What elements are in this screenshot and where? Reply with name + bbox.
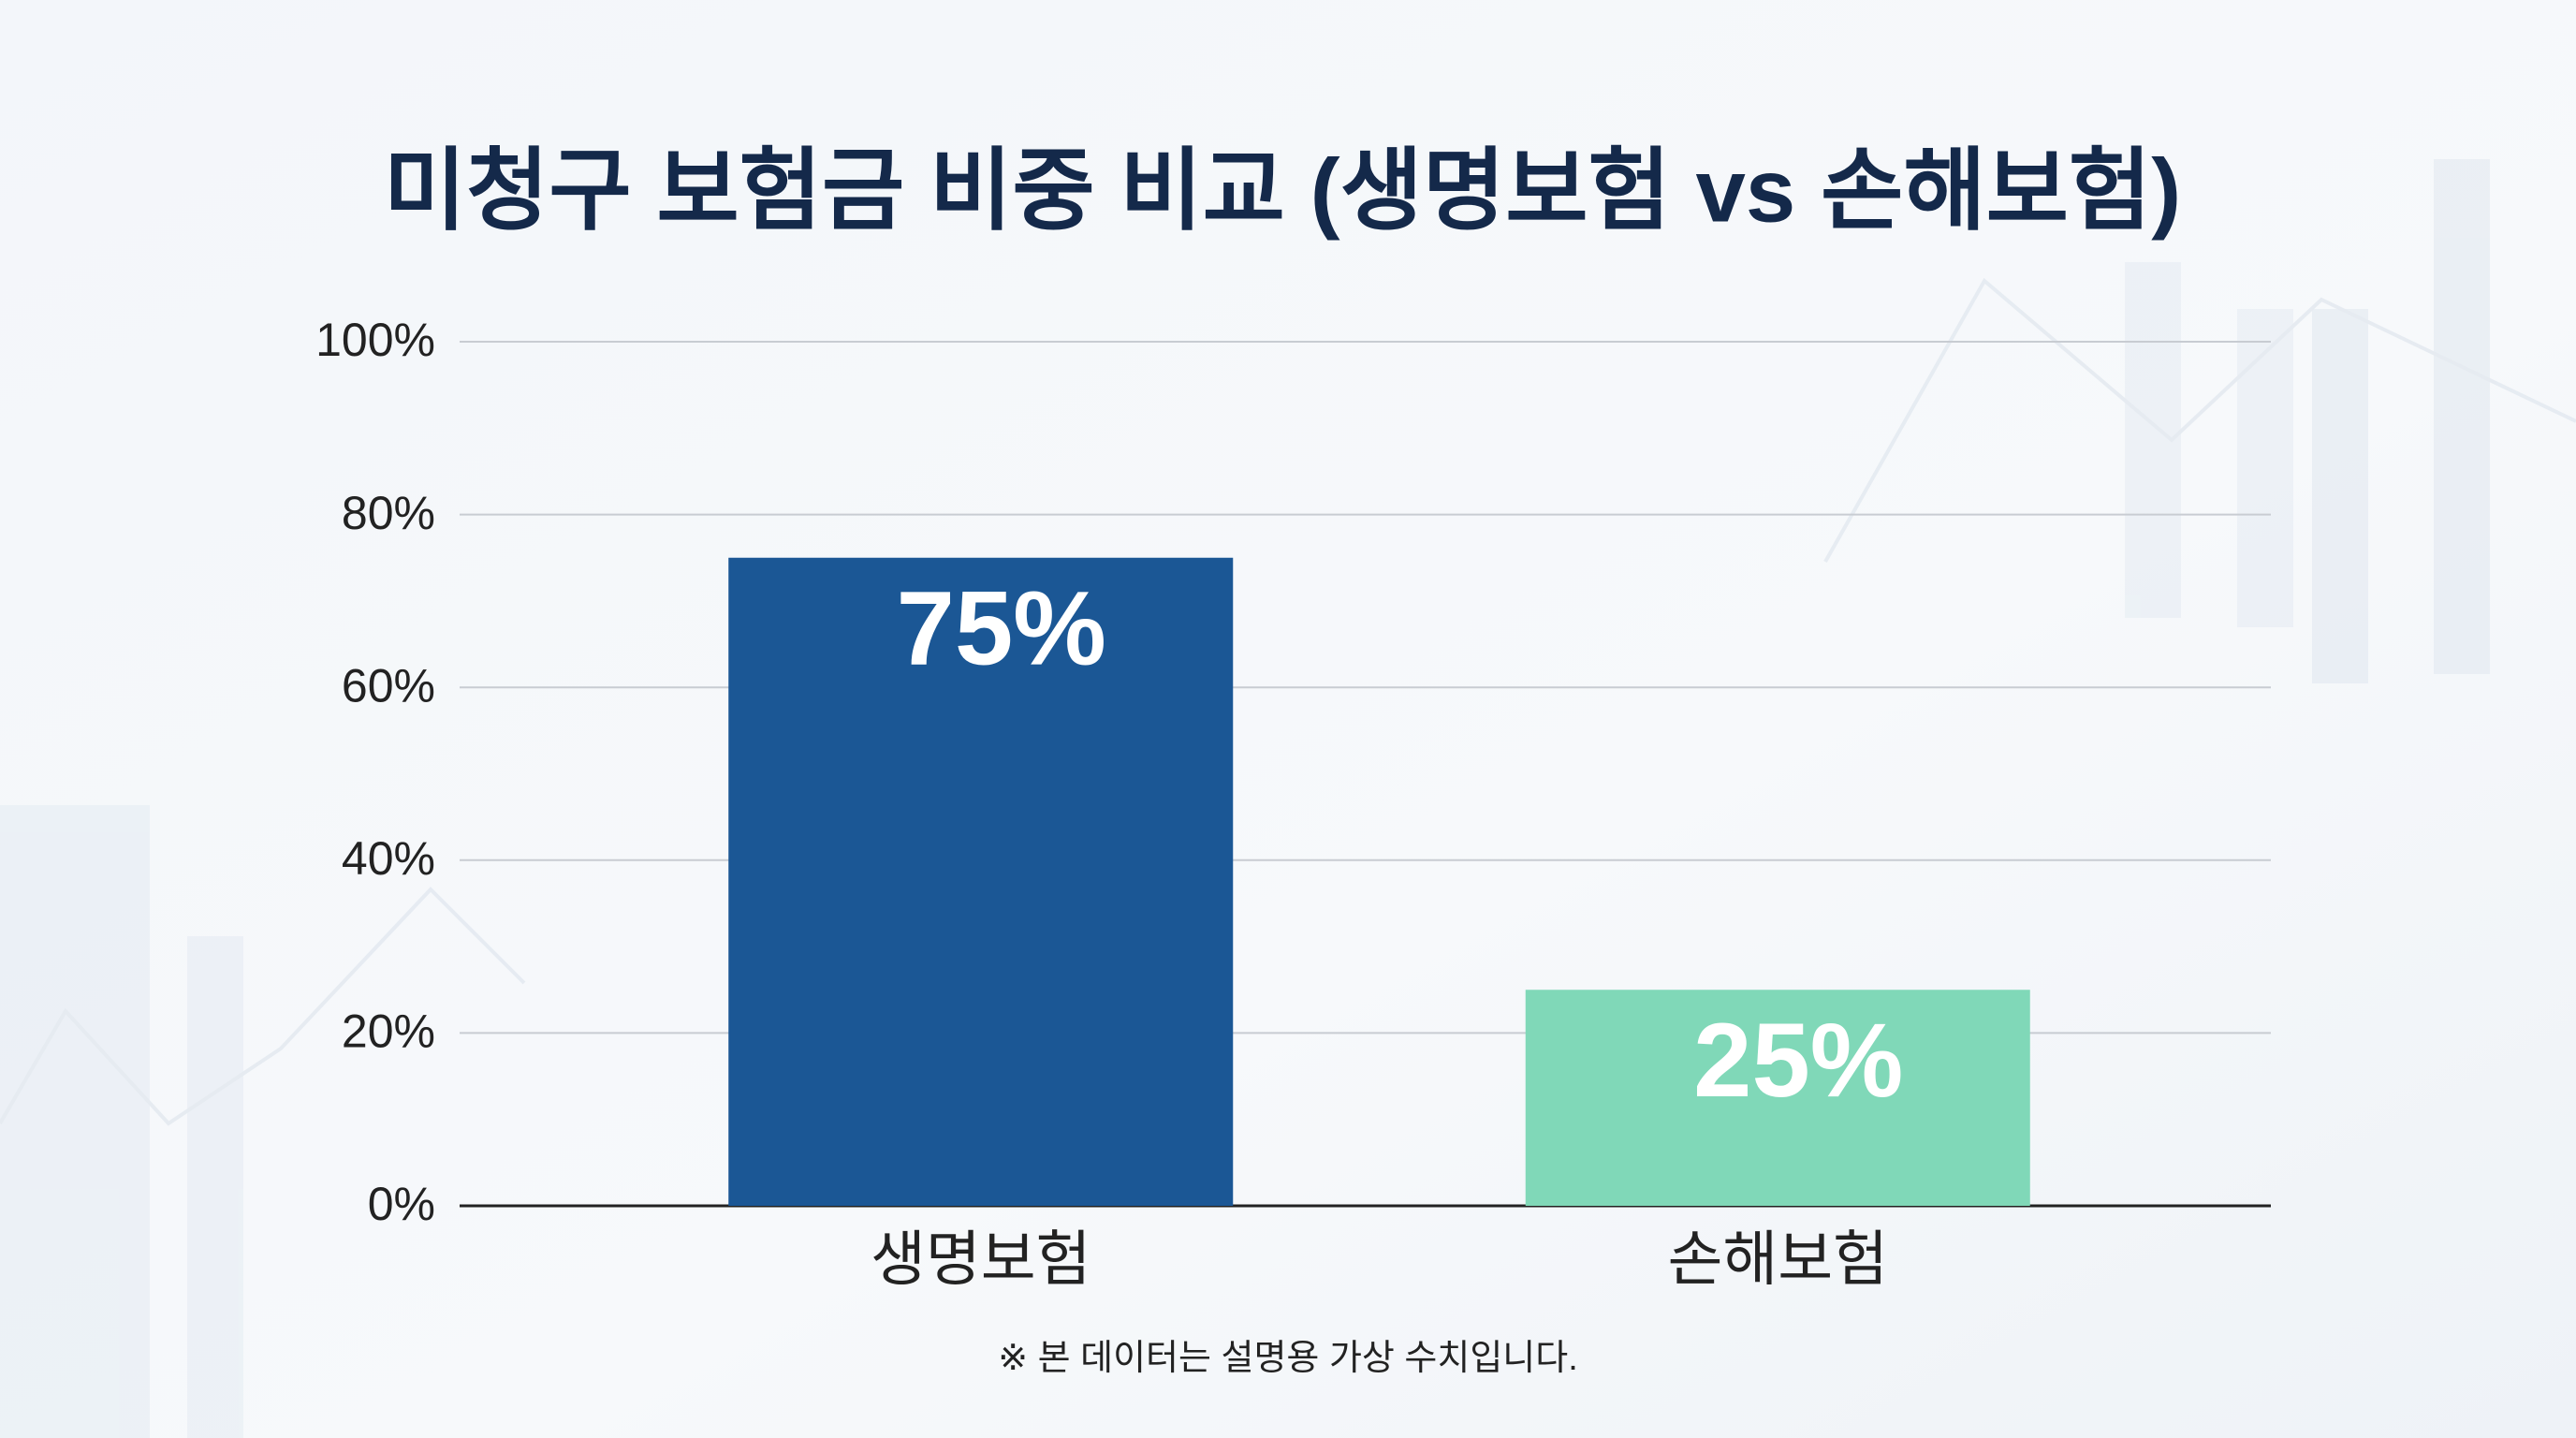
- footnote: ※ 본 데이터는 설명용 가상 수치입니다.: [998, 1339, 1578, 1378]
- bar: [728, 557, 1234, 1206]
- y-tick-label: 20%: [342, 1005, 435, 1058]
- value-label: 75%: [897, 569, 1106, 686]
- x-tick-label: 손해보험: [1667, 1225, 1888, 1293]
- value-label: 25%: [1693, 1002, 1903, 1119]
- y-tick-label: 80%: [342, 487, 435, 539]
- y-tick-label: 60%: [342, 659, 435, 712]
- x-tick-label: 생명보험: [871, 1225, 1091, 1293]
- y-tick-label: 100%: [315, 314, 435, 366]
- y-tick-label: 40%: [342, 832, 435, 885]
- decoration: [0, 159, 2576, 1438]
- chart-title: 미청구 보험금 비중 비교 (생명보험 vs 손해보험): [384, 140, 2182, 241]
- y-tick-label: 0%: [368, 1178, 435, 1230]
- bar: [1525, 990, 2030, 1206]
